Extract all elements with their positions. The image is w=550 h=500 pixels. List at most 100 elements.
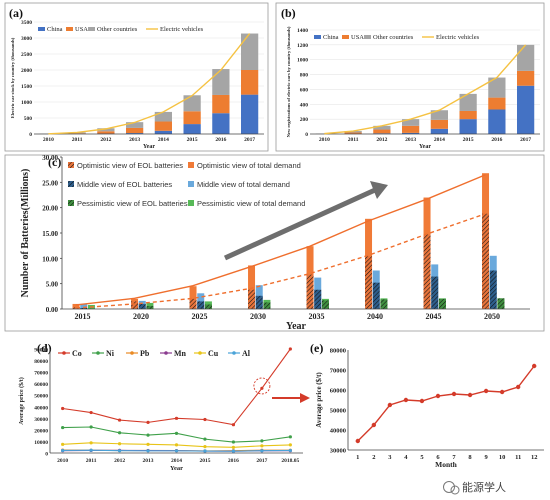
data-point-ni [61,425,65,430]
data-point-al [260,449,264,453]
x-axis-label: Year [419,144,431,150]
y-tick-label: 70000 [330,368,346,375]
legend-label: Other countries [373,34,414,41]
bar-middle-view-of-eol-batteries [197,301,205,309]
data-point-ni [231,440,236,444]
legend-label: Pessimistic view of total demand [197,199,305,208]
data-point-ni [117,431,122,435]
bar-other-countries [126,122,144,128]
bar-usa [183,111,201,125]
x-tick-label: 2014 [158,137,169,143]
bar-middle-view-of-eol-batteries [489,270,497,309]
x-tick-label: 2016 [491,137,502,143]
legend-swatch [314,35,321,39]
link-arrow-head [300,393,310,403]
y-tick-label: 30000 [330,448,346,455]
bar-usa [459,110,477,120]
x-axis-label: Year [143,144,155,150]
y-tick-label: 600 [300,87,309,93]
panel-a: (a) 0 500 1000 1500 2000 2500 3000 3500 2010 2011… [4,2,269,152]
trend-arrow-head [370,181,388,199]
legend-label: Cu [208,349,219,358]
bar-middle-view-of-eol-batteries [431,276,439,309]
x-tick-label: 2012 [114,458,125,464]
x-tick-label: 2017 [520,137,531,143]
bar-other-countries [97,128,115,132]
x-tick-label: 2014 [434,137,445,143]
legend-label: Al [242,349,251,358]
x-tick-label: 2016 [215,137,226,143]
x-tick-label: 2011 [348,137,359,143]
x-axis-label: Year [170,465,183,472]
series-line-electric-vehicles [48,33,251,135]
panel-b: (b) 0 200 400 600 800 1000 1200 1400 2010 2011 201… [275,2,545,152]
x-tick-label: 1 [356,454,359,461]
data-point-price [499,389,505,395]
legend-swatch-marker [164,351,168,355]
y-tick-label: 50000 [330,408,346,415]
x-tick-label: 4 [404,454,408,461]
x-tick-label: 7 [452,454,456,461]
legend-swatch [188,162,194,168]
data-point-co [231,423,236,427]
legend-label: USA [351,34,364,41]
y-tick-label: 0 [29,132,32,138]
link-arrow [272,393,310,403]
y-tick-label: 3500 [21,20,32,26]
data-point-ni [260,439,264,443]
y-tick-label: 30000 [34,417,48,423]
bar-usa [402,125,420,133]
data-point-co [260,386,264,390]
bar-usa [154,121,172,131]
legend-swatch [68,181,74,187]
x-tick-label: 2011 [86,458,97,464]
y-tick-label: 2500 [21,52,32,58]
y-tick-label: 50000 [34,394,48,400]
bar-optimistic-view-of-eol-batteries [248,289,256,309]
panel-d: (d) 0 10000 20000 30000 40000 50000 60000 70000… [18,341,303,472]
bar-usa [212,94,230,114]
legend-swatch-marker [62,351,66,355]
y-tick-label: 60000 [330,388,346,395]
bar-china [126,133,144,134]
panel-d-label: (d) [37,341,52,355]
data-point-co [61,406,65,411]
legend-swatch [68,162,74,168]
bar-china [241,94,259,134]
data-point-cu [260,444,264,448]
bar-other-countries [373,125,391,130]
data-point-price [435,393,441,399]
y-tick-label: 90000 [34,348,48,354]
legend-label: Middle view of total demand [197,180,290,189]
x-tick-label: 2050 [484,312,500,321]
x-tick-label: 2016 [228,458,239,464]
bar-middle-view-of-eol-batteries [372,282,380,309]
legend-swatch-marker [96,351,100,355]
y-axis-label: Number of Batteries(Millions) [20,169,31,298]
legend-label: Electric vehicles [436,34,480,41]
data-point-al [89,448,93,452]
y-axis-label: Average price ($/t) [315,372,323,428]
y-tick-label: 20000 [34,428,48,434]
x-tick-label: 2015 [74,312,90,321]
x-tick-label: 2020 [133,312,149,321]
bar-pessimistic-view-of-eol-batteries [146,305,154,309]
bar-other-countries [430,110,448,120]
y-tick-label: 500 [24,116,33,122]
y-tick-label: 1400 [297,28,308,34]
x-tick-label: 2018.05 [281,458,299,464]
bar-usa [241,70,259,95]
y-axis-label: Electric car stock by country (thousands… [10,37,15,118]
x-tick-label: 3 [388,454,392,461]
bar-usa [430,119,448,129]
bar-middle-view-of-eol-batteries [138,303,146,309]
data-point-price [451,391,457,397]
data-point-price [532,363,537,369]
legend-label: Co [72,349,82,358]
data-point-co [288,347,292,351]
data-point-ni [203,437,207,441]
bar-optimistic-view-of-eol-batteries [131,301,139,309]
x-tick-label: 2010 [57,458,68,464]
data-point-al [146,449,150,453]
x-tick-label: 2012 [100,137,111,143]
